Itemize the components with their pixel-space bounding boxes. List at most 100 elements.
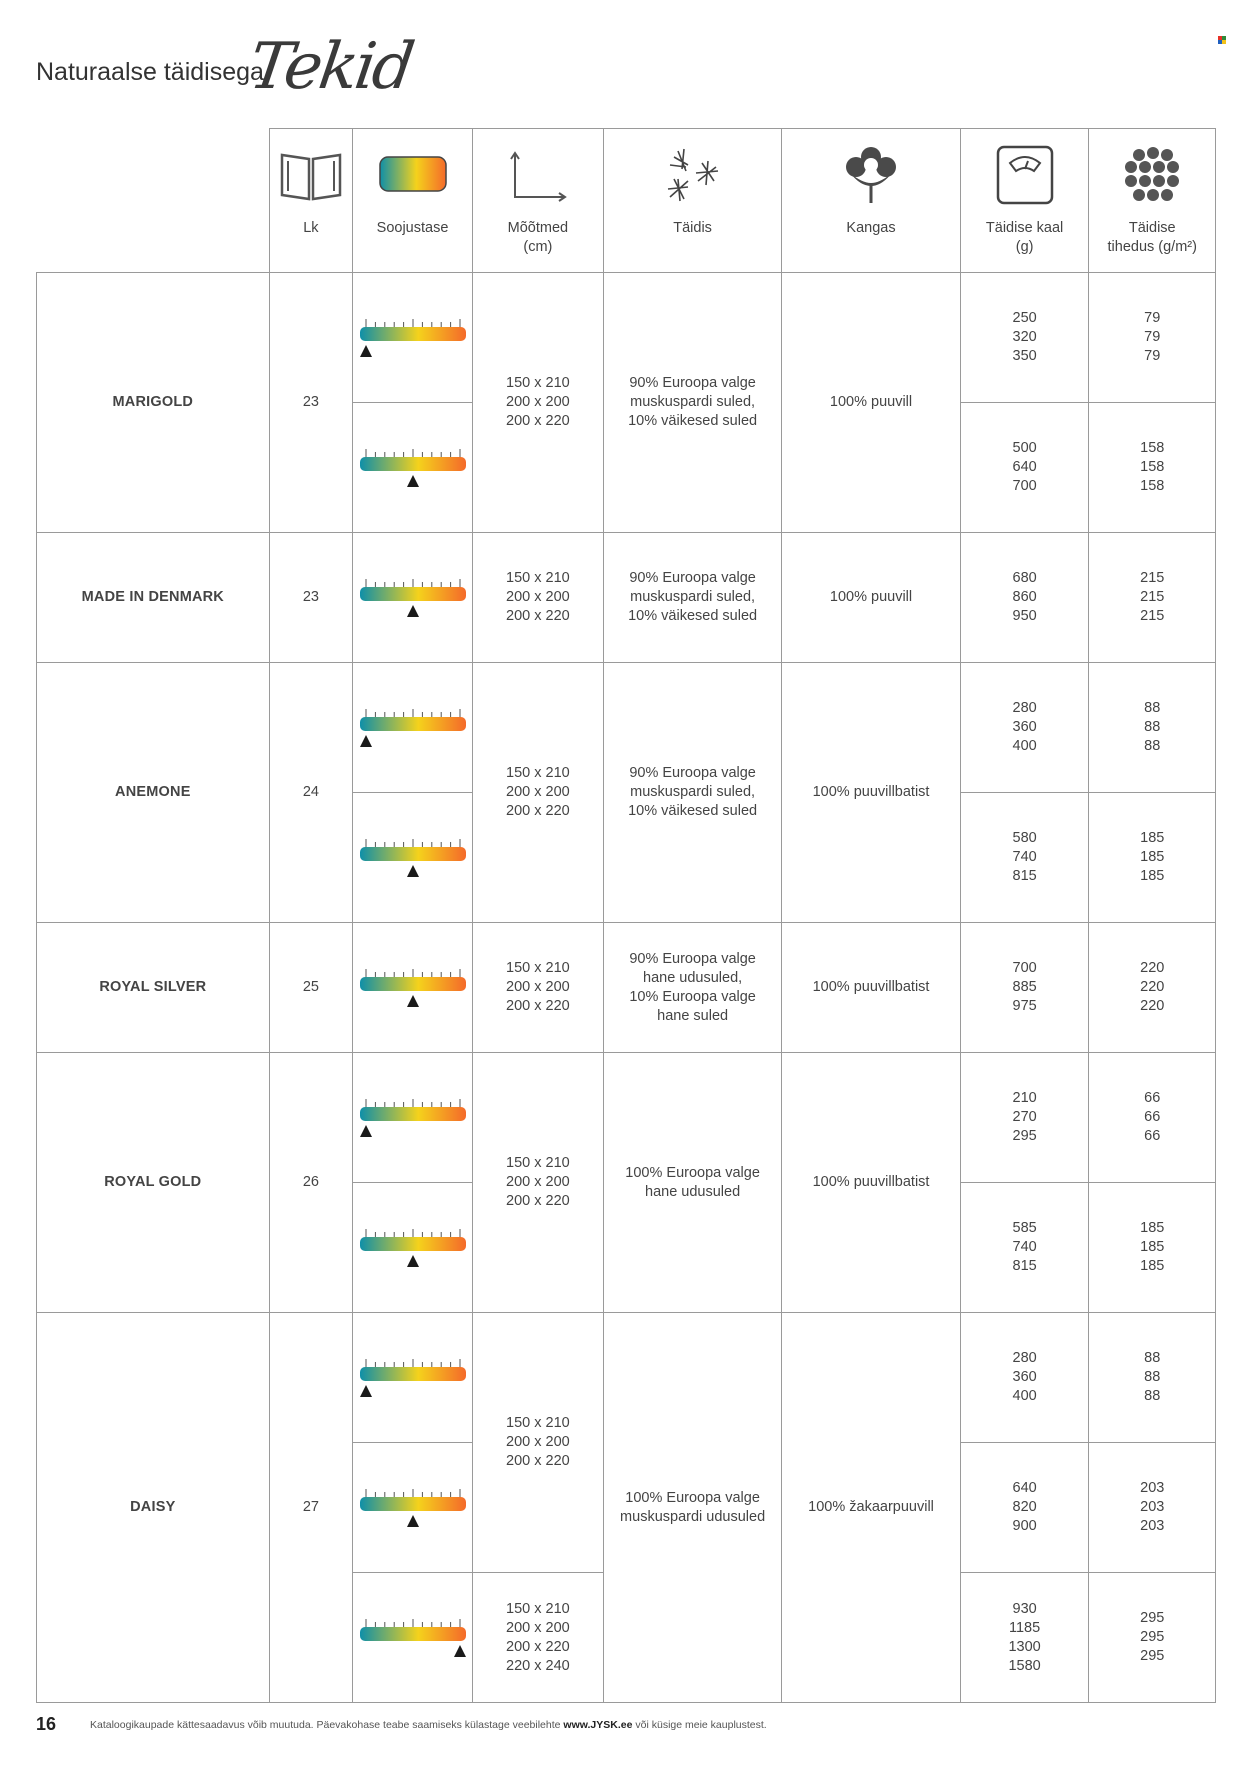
header-lk-label: Lk xyxy=(303,220,319,236)
scale-gradient-bar xyxy=(359,1626,466,1641)
table-row: ROYAL SILVER 25 150 x 210 200 x 200 200 x … xyxy=(36,922,1216,1053)
warmth-cell xyxy=(352,662,473,793)
product-fabric: 100% puuvillbatist xyxy=(781,1052,961,1313)
product-dimensions: 150 x 210 200 x 200 200 x 220 xyxy=(471,1312,604,1573)
filling-weight: 210 270 295 xyxy=(959,1052,1090,1183)
warmth-marker xyxy=(406,994,419,1007)
product-filling: 90% Euroopa valge muskuspardi suled, 10%… xyxy=(602,272,783,533)
scale-gradient-bar xyxy=(359,456,466,471)
warmth-marker xyxy=(406,864,419,877)
header-soojustase: Soojustase xyxy=(352,128,473,273)
product-fabric: 100% puuvill xyxy=(781,532,961,663)
brand-logo-icon xyxy=(1218,36,1226,44)
header-kangas: Kangas xyxy=(781,128,961,273)
table-row: ROYAL GOLD 26 150 x 210 200 x 200 200 x 22… xyxy=(36,1052,1216,1313)
filling-density: 79 79 79 xyxy=(1088,272,1216,403)
header-soojustase-label: Soojustase xyxy=(376,220,449,236)
cotton-flower-icon xyxy=(846,147,897,203)
filling-density: 88 88 88 xyxy=(1088,1312,1216,1443)
header-kaal: Täidise kaal (g) xyxy=(959,128,1090,273)
product-filling: 100% Euroopa valge muskuspardi udusuled xyxy=(602,1312,783,1703)
warmth-scale xyxy=(359,1228,466,1267)
product-name: MARIGOLD xyxy=(36,272,270,533)
warmth-marker xyxy=(406,1514,419,1527)
scale-gradient-bar xyxy=(359,846,466,861)
product-fabric: 100% žakaarpuuvill xyxy=(781,1312,961,1703)
scale-gradient-bar xyxy=(359,1236,466,1251)
feathers-icon xyxy=(667,148,718,202)
product-page: 23 xyxy=(268,532,354,663)
table-row: MARIGOLD 23 150 x 210 200 x 200 200 x 220 9… xyxy=(36,272,1216,533)
product-page: 27 xyxy=(268,1312,354,1703)
footer-website-link[interactable]: www.JYSK.ee xyxy=(563,1719,633,1731)
filling-weight: 680 860 950 xyxy=(959,532,1090,663)
scale-gradient-bar xyxy=(359,1496,466,1511)
scale-gradient-bar xyxy=(359,976,466,991)
warmth-scale xyxy=(359,968,466,1007)
product-filling: 90% Euroopa valge muskuspardi suled, 10%… xyxy=(602,532,783,663)
filling-weight: 585 740 815 xyxy=(959,1182,1090,1313)
warmth-scale xyxy=(359,1488,466,1527)
filling-weight: 640 820 900 xyxy=(959,1442,1090,1573)
scale-icon xyxy=(996,145,1053,205)
warmth-cell xyxy=(352,1052,473,1183)
product-name: ROYAL GOLD xyxy=(36,1052,270,1313)
header-tihedus: Täidise tihedus (g/m²) xyxy=(1088,128,1216,273)
warmth-cell xyxy=(352,532,473,663)
header-taidis-label: Täidis xyxy=(673,220,712,236)
filling-density: 203 203 203 xyxy=(1088,1442,1216,1573)
table-row: 580 740 815 185 185 185 xyxy=(37,792,1216,923)
filling-weight: 500 640 700 xyxy=(959,402,1090,533)
warmth-scale xyxy=(359,318,466,357)
product-name: MADE IN DENMARK xyxy=(36,532,270,663)
warmth-scale xyxy=(359,1098,466,1137)
warmth-marker xyxy=(453,1644,466,1657)
scale-gradient-bar xyxy=(359,716,466,731)
scale-gradient-bar xyxy=(359,326,466,341)
warmth-cell xyxy=(352,402,473,533)
filling-weight: 580 740 815 xyxy=(959,792,1090,923)
product-page: 24 xyxy=(268,662,354,923)
product-dimensions: 150 x 210 200 x 200 200 x 220 220 x 240 xyxy=(471,1572,604,1703)
product-filling: 90% Euroopa valge muskuspardi suled, 10%… xyxy=(602,662,783,923)
table-header-row: Lk Soojustase Mõõtmed (cm) xyxy=(36,128,1216,273)
warmth-gradient-icon xyxy=(378,156,447,192)
warmth-scale xyxy=(359,838,466,877)
table-row: 500 640 700 158 158 158 xyxy=(37,402,1216,533)
product-dimensions: 150 x 210 200 x 200 200 x 220 xyxy=(471,922,604,1053)
table-row: 640 820 900 203 203 203 xyxy=(37,1442,1216,1573)
warmth-cell xyxy=(352,1312,473,1443)
page-title: Naturaalse täidisega xyxy=(36,58,264,86)
filling-density: 185 185 185 xyxy=(1088,792,1216,923)
scale-gradient-bar xyxy=(359,1366,466,1381)
table-row: 150 x 210 200 x 200 200 x 220 220 x 240 9… xyxy=(37,1572,1216,1703)
filling-weight: 700 885 975 xyxy=(959,922,1090,1053)
header-moodud-label: Mõõtmed (cm) xyxy=(507,220,569,255)
product-fabric: 100% puuvill xyxy=(781,272,961,533)
header-kaal-label: Täidise kaal (g) xyxy=(985,220,1064,255)
warmth-cell xyxy=(352,792,473,923)
product-page: 26 xyxy=(268,1052,354,1313)
duvet-spec-table: Lk Soojustase Mõõtmed (cm) xyxy=(36,128,1216,1703)
warmth-marker xyxy=(406,1254,419,1267)
product-dimensions: 150 x 210 200 x 200 200 x 220 xyxy=(471,532,604,663)
product-page: 25 xyxy=(268,922,354,1053)
warmth-marker xyxy=(359,734,372,747)
header-blank-cell xyxy=(36,128,270,273)
warmth-cell xyxy=(352,1182,473,1313)
table-row: 585 740 815 185 185 185 xyxy=(37,1182,1216,1313)
product-name: DAISY xyxy=(36,1312,270,1703)
product-filling: 100% Euroopa valge hane udusuled xyxy=(602,1052,783,1313)
product-dimensions: 150 x 210 200 x 200 200 x 220 xyxy=(471,1052,604,1313)
page-title-script: Tekid xyxy=(244,30,417,104)
filling-density: 88 88 88 xyxy=(1088,662,1216,793)
product-filling: 90% Euroopa valge hane udusuled, 10% Eur… xyxy=(602,922,783,1053)
warmth-scale xyxy=(359,1618,466,1657)
filling-balls-icon xyxy=(1125,147,1180,201)
book-icon xyxy=(280,153,342,201)
filling-density: 220 220 220 xyxy=(1088,922,1216,1053)
filling-density: 215 215 215 xyxy=(1088,532,1216,663)
product-name: ANEMONE xyxy=(36,662,270,923)
filling-weight: 930 1185 1300 1580 xyxy=(959,1572,1090,1703)
scale-gradient-bar xyxy=(359,1106,466,1121)
